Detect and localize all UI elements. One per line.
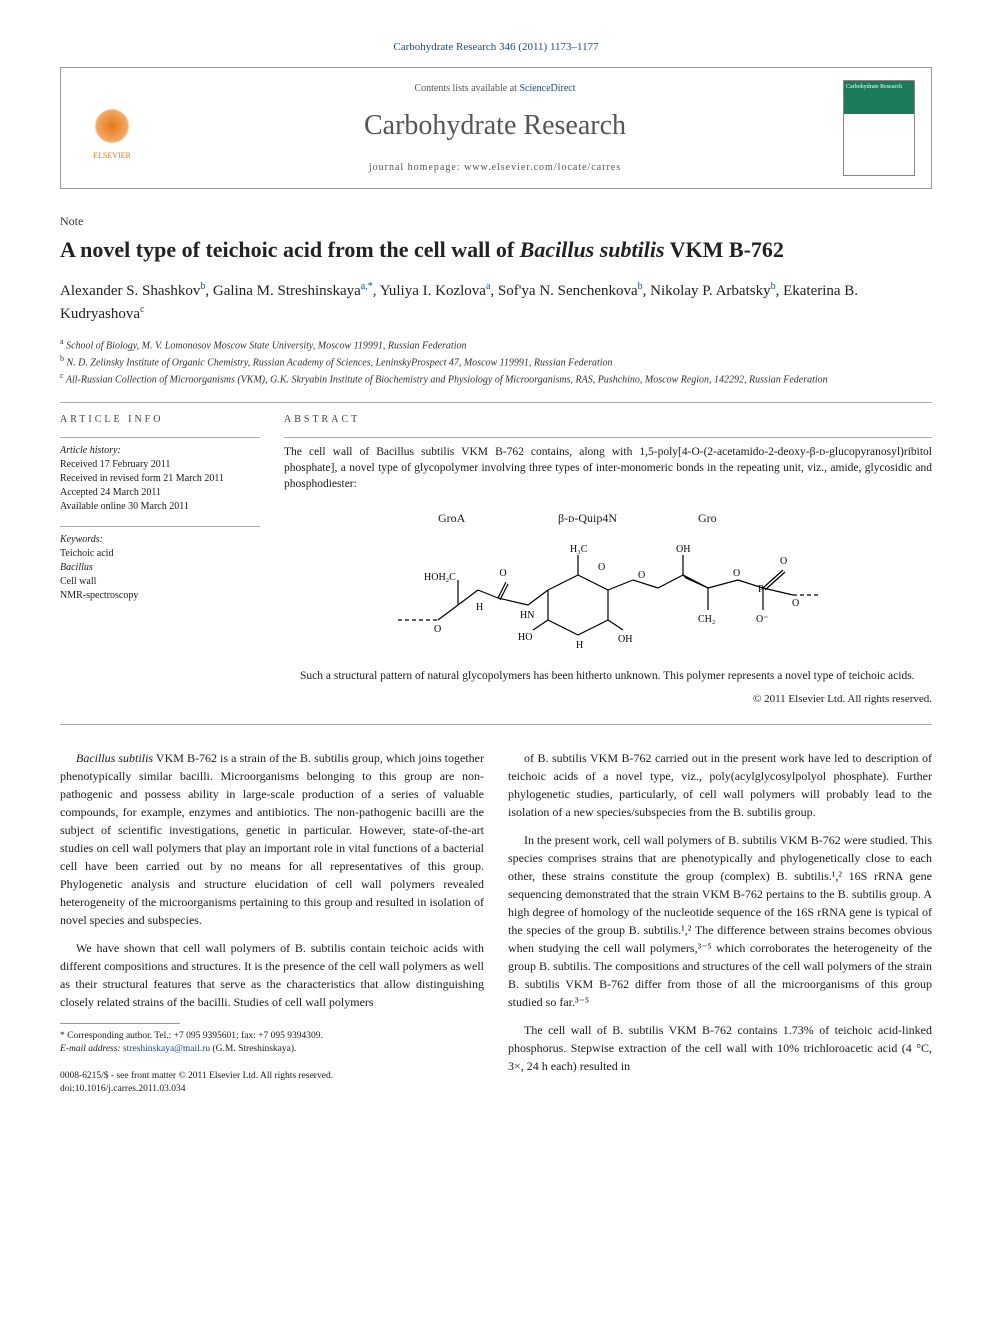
email-line: E-mail address: streshinskaya@mail.ru (G… <box>60 1043 484 1056</box>
article-type-label: Note <box>60 213 932 230</box>
article-title: A novel type of teichoic acid from the c… <box>60 236 932 265</box>
authors-list: Alexander S. Shashkovb, Galina M. Stresh… <box>60 279 932 326</box>
abstract-head: ABSTRACT <box>284 413 932 427</box>
structure-svg: HOH₂C O H O HN H₃C O HO OH H O OH <box>388 510 828 650</box>
homepage-url: www.elsevier.com/locate/carres <box>464 162 621 173</box>
affiliation: c All-Russian Collection of Microorganis… <box>60 370 932 387</box>
body-paragraph: Bacillus subtilis VKM B-762 is a strain … <box>60 749 484 929</box>
journal-cover-thumbnail: Carbohydrate Research <box>843 80 915 176</box>
elsevier-logo: ELSEVIER <box>77 88 147 168</box>
svg-text:O: O <box>598 562 605 573</box>
svg-text:HO: HO <box>518 632 532 643</box>
affiliation: b N. D. Zelinsky Institute of Organic Ch… <box>60 353 932 370</box>
sciencedirect-link[interactable]: ScienceDirect <box>519 83 575 94</box>
journal-name: Carbohydrate Research <box>163 106 827 145</box>
affiliations: a School of Biology, M. V. Lomonosov Mos… <box>60 336 932 388</box>
svg-text:HN: HN <box>520 610 534 621</box>
svg-text:HOH₂C: HOH₂C <box>424 572 456 583</box>
journal-reference: Carbohydrate Research 346 (2011) 1173–11… <box>60 40 932 55</box>
doi-block: 0008-6215/$ - see front matter © 2011 El… <box>60 1070 484 1097</box>
affiliation: a School of Biology, M. V. Lomonosov Mos… <box>60 336 932 353</box>
corresponding-author: * Corresponding author. Tel.: +7 095 939… <box>60 1030 484 1043</box>
svg-text:H: H <box>476 602 483 613</box>
footnotes: * Corresponding author. Tel.: +7 095 939… <box>60 1030 484 1057</box>
elsevier-tree-icon <box>87 96 137 146</box>
footnote-separator <box>60 1023 180 1024</box>
contents-line: Contents lists available at ScienceDirec… <box>163 82 827 96</box>
svg-text:O: O <box>434 624 441 635</box>
author: Yuliya I. Kozlovaa <box>380 283 491 299</box>
article-history: Article history: Received 17 February 20… <box>60 437 260 514</box>
svg-text:O: O <box>499 568 506 579</box>
homepage-line: journal homepage: www.elsevier.com/locat… <box>163 161 827 175</box>
body-text: Bacillus subtilis VKM B-762 is a strain … <box>60 749 932 1097</box>
diagram-label-gro: Gro <box>698 510 717 527</box>
body-paragraph: The cell wall of B. subtilis VKM B-762 c… <box>508 1021 932 1075</box>
divider <box>60 724 932 725</box>
header-center: Contents lists available at ScienceDirec… <box>163 82 827 175</box>
info-abstract-row: ARTICLE INFO Article history: Received 1… <box>60 413 932 708</box>
article-info: ARTICLE INFO Article history: Received 1… <box>60 413 260 708</box>
diagram-label-quip: β-ᴅ-Quip4N <box>558 510 617 527</box>
author: Alexander S. Shashkovb <box>60 283 205 299</box>
svg-text:OH: OH <box>618 634 632 645</box>
divider <box>60 402 932 403</box>
svg-text:H: H <box>576 640 583 650</box>
journal-header: ELSEVIER Contents lists available at Sci… <box>60 67 932 189</box>
body-paragraph: We have shown that cell wall polymers of… <box>60 939 484 1011</box>
svg-text:O: O <box>733 568 740 579</box>
page: Carbohydrate Research 346 (2011) 1173–11… <box>0 0 992 1137</box>
email-link[interactable]: streshinskaya@mail.ru <box>123 1044 210 1054</box>
diagram-label-groa: GroA <box>438 510 465 527</box>
svg-text:CH₂: CH₂ <box>698 614 715 625</box>
body-paragraph: In the present work, cell wall polymers … <box>508 831 932 1011</box>
svg-text:P: P <box>758 584 764 595</box>
abstract: ABSTRACT The cell wall of Bacillus subti… <box>284 413 932 708</box>
author: Sof'ya N. Senchenkovab <box>498 283 643 299</box>
svg-text:OH: OH <box>676 544 690 555</box>
publisher-name: ELSEVIER <box>93 150 131 161</box>
abstract-text: The cell wall of Bacillus subtilis VKM B… <box>284 437 932 708</box>
svg-text:O: O <box>780 556 787 567</box>
svg-text:O: O <box>792 598 799 609</box>
keywords: Keywords: Teichoic acid Bacillus Cell wa… <box>60 526 260 603</box>
svg-text:O⁻: O⁻ <box>756 614 769 625</box>
body-paragraph: of B. subtilis VKM B-762 carried out in … <box>508 749 932 821</box>
author: Galina M. Streshinskayaa,* <box>213 283 373 299</box>
article-info-head: ARTICLE INFO <box>60 413 260 427</box>
author: Nikolay P. Arbatskyb <box>650 283 775 299</box>
svg-text:O: O <box>638 570 645 581</box>
copyright: © 2011 Elsevier Ltd. All rights reserved… <box>284 692 932 707</box>
svg-text:H₃C: H₃C <box>570 544 588 555</box>
chemical-structure-diagram: HOH₂C O H O HN H₃C O HO OH H O OH <box>388 510 828 650</box>
